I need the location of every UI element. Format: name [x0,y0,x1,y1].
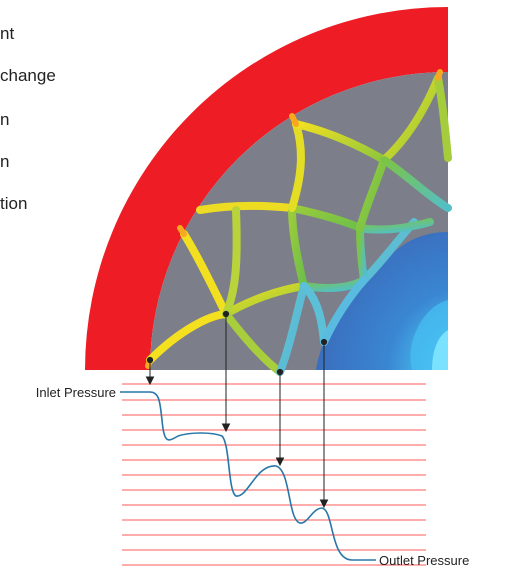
side-text-3: n [0,110,10,129]
pressure-grid [122,383,426,566]
arrow-head-2 [221,423,231,433]
arrow-head-4 [319,499,329,509]
probe-arrows [145,310,329,509]
side-text-1: nt [0,24,15,43]
inlet-pressure-label: Inlet Pressure [36,385,116,400]
side-text-4: n [0,152,10,171]
outlet-pressure-label: Outlet Pressure [379,553,469,568]
arrow-head-1 [145,376,155,386]
side-text-2: change [0,66,56,85]
housing-ring [85,7,448,370]
side-text-5: tion [0,194,28,213]
arrow-head-3 [275,457,285,467]
rotor-highlight-inner [432,330,448,370]
seal-mesh [146,74,452,376]
pressure-curve [120,391,376,561]
